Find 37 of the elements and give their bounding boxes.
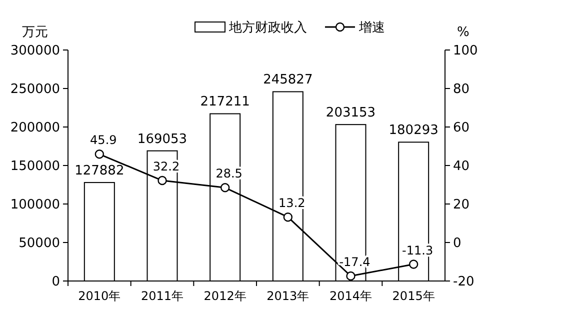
point: [220, 183, 230, 192]
x-tick-label: 2014年: [329, 289, 372, 303]
x-tick-label: 2010年: [78, 289, 121, 303]
point: [408, 260, 418, 269]
y2-tick-label: 0: [453, 236, 462, 252]
y-tick-label: 150000: [10, 159, 60, 174]
data-label: 217211: [200, 94, 250, 110]
data-label: 169053: [137, 132, 188, 147]
y2-tick-label: 100: [453, 44, 478, 59]
x-tick-label: 2012年: [204, 289, 246, 303]
data-label: 203153: [326, 106, 376, 121]
data-label: 245827: [263, 72, 313, 88]
point: [158, 176, 167, 186]
y-axis-title: 万元: [22, 25, 48, 40]
y2-tick-label: 60: [453, 120, 470, 136]
y-tick-label: 250000: [10, 82, 60, 98]
y-tick-label: 50000: [18, 236, 60, 252]
y2-tick-label: 40: [453, 159, 470, 174]
data-label: 180293: [388, 123, 438, 138]
data-label: 127882: [74, 164, 124, 179]
y-tick-label: 300000: [10, 44, 60, 59]
x-tick-label: 2011年: [140, 289, 184, 303]
point: [346, 271, 356, 281]
y-tick-label: 0: [52, 274, 60, 290]
y-tick-label: 100000: [10, 198, 60, 213]
x-tick-label: 2013年: [266, 289, 310, 303]
y-tick-label: 200000: [10, 120, 60, 136]
y2-axis-title: %: [457, 25, 470, 40]
y2-tick-label: 20: [453, 198, 470, 213]
legend-label: 地方财政收入: [228, 20, 307, 36]
y2-tick-label: -20: [453, 274, 474, 290]
data-label: 45.9: [90, 133, 117, 148]
y2-tick-label: 80: [453, 82, 470, 98]
point: [94, 150, 104, 159]
x-tick-label: 2015年: [392, 289, 435, 303]
point: [283, 212, 293, 222]
legend-label: 增速: [358, 20, 385, 36]
